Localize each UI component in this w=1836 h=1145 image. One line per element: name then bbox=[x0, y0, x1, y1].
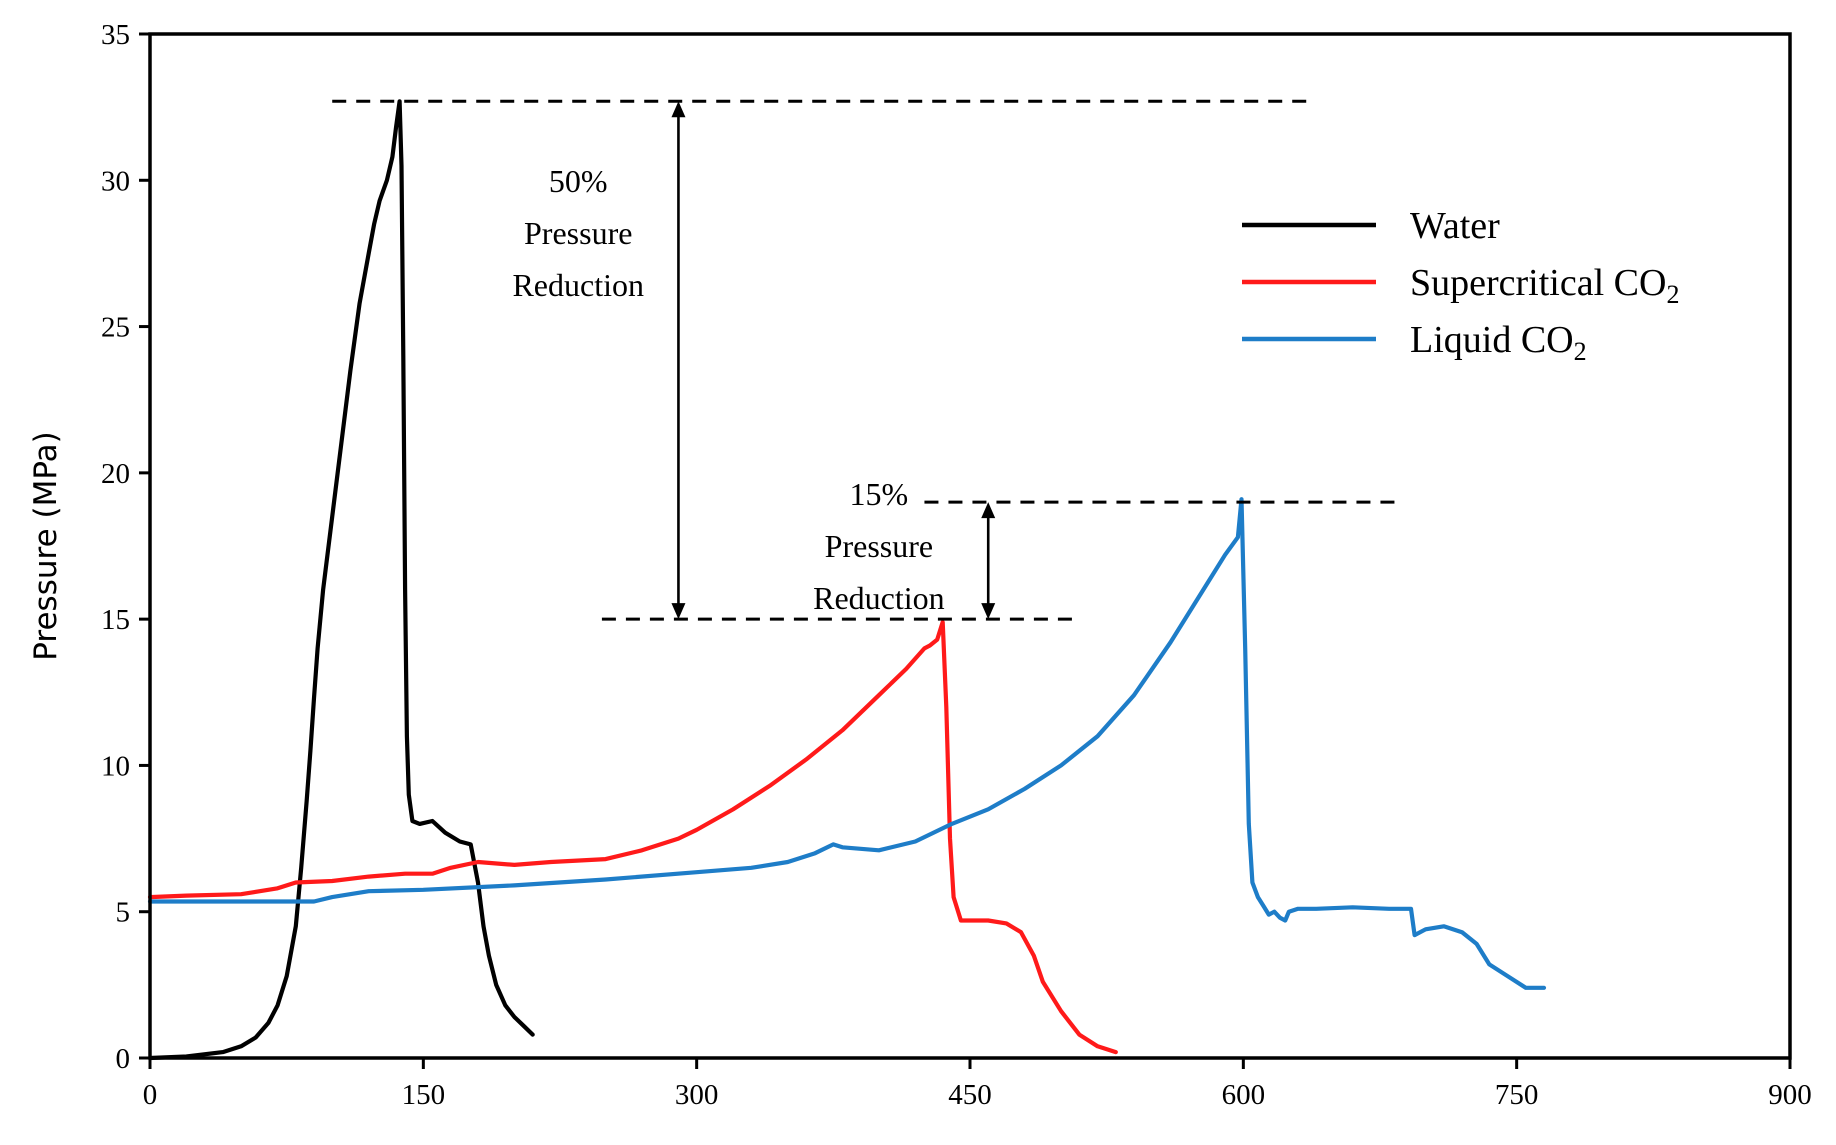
legend-item: Water bbox=[1242, 205, 1500, 247]
reference-lines-group bbox=[332, 99, 1399, 621]
arrows-group bbox=[671, 101, 996, 620]
y-tick-label: 30 bbox=[101, 165, 130, 197]
y-tick-label: 20 bbox=[101, 458, 130, 490]
legend-item: Liquid CO2 bbox=[1242, 319, 1587, 366]
legend-label-text: Supercritical CO bbox=[1410, 262, 1666, 304]
double-arrow bbox=[981, 502, 996, 620]
y-tick-label: 15 bbox=[101, 604, 130, 636]
y-tick-label: 25 bbox=[101, 312, 130, 344]
legend-label-subscript: 2 bbox=[1666, 280, 1679, 309]
x-tick-label: 750 bbox=[1495, 1079, 1539, 1111]
arrow-head-up bbox=[671, 101, 686, 118]
x-tick-label: 450 bbox=[948, 1079, 992, 1111]
y-axis-title: Pressure (MPa) bbox=[28, 431, 64, 660]
x-tick-label: 150 bbox=[402, 1079, 446, 1111]
y-tick-label: 35 bbox=[101, 19, 130, 51]
annotation-text: Reduction bbox=[813, 580, 945, 616]
series-line-water bbox=[147, 99, 535, 1061]
x-tick-label: 600 bbox=[1222, 1079, 1266, 1111]
legend-label: Water bbox=[1410, 205, 1500, 247]
double-arrow bbox=[671, 101, 686, 620]
x-tick-label: 900 bbox=[1768, 1079, 1812, 1111]
annotation-text: 15% bbox=[850, 476, 909, 512]
annotation-text: Pressure bbox=[524, 215, 632, 251]
legend-item: Supercritical CO2 bbox=[1242, 262, 1679, 309]
series-group bbox=[147, 99, 1547, 1061]
legend-label: Supercritical CO2 bbox=[1410, 262, 1679, 309]
annotation-text: Reduction bbox=[512, 267, 644, 303]
annotation-text: Pressure bbox=[825, 528, 933, 564]
x-tick-label: 300 bbox=[675, 1079, 719, 1111]
legend-label-text: Water bbox=[1410, 205, 1500, 247]
axes-group: 0 150 300 450 600 750 900 0 5 10 15 20 25 30 35 bbox=[101, 19, 1812, 1111]
legend-label-subscript: 2 bbox=[1574, 337, 1587, 366]
arrow-head-up bbox=[981, 502, 996, 519]
y-tick-label: 5 bbox=[116, 897, 131, 929]
legend-label-text: Liquid CO bbox=[1410, 319, 1574, 361]
y-tick-label: 10 bbox=[101, 750, 130, 782]
arrow-head-down bbox=[981, 603, 996, 620]
legend-label: Liquid CO2 bbox=[1410, 319, 1587, 366]
y-tick-label: 0 bbox=[116, 1043, 131, 1075]
arrow-head-down bbox=[671, 603, 686, 620]
annotations-group: 50% Pressure Reduction 15% Pressure Reduction bbox=[512, 163, 944, 616]
annotation-text: 50% bbox=[549, 163, 608, 199]
plot-area-frame bbox=[148, 32, 1792, 1060]
x-tick-label: 0 bbox=[143, 1079, 158, 1111]
series-line-supercritical-co bbox=[147, 620, 1118, 1055]
series-line-liquid-co bbox=[147, 497, 1547, 990]
